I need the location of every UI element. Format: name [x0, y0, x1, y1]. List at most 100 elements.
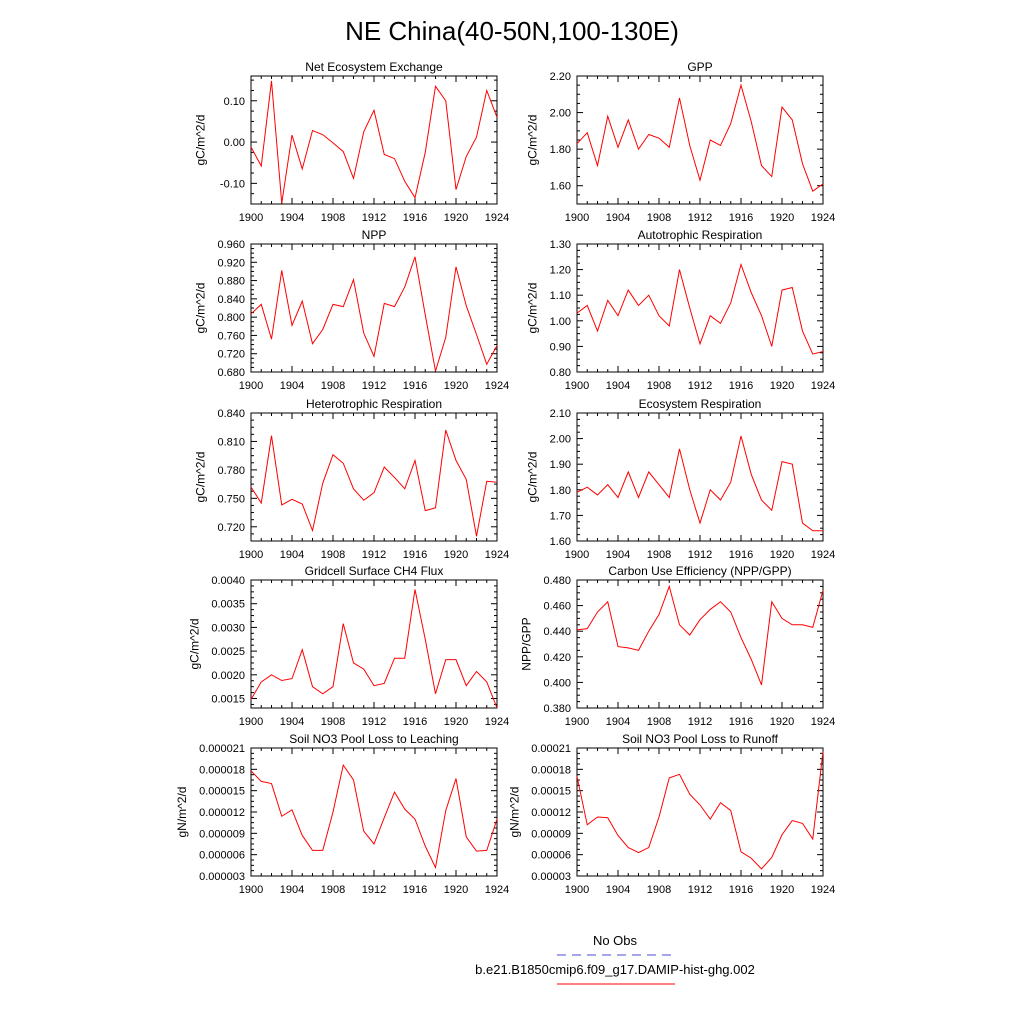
x-tick-label: 1904 [606, 716, 630, 728]
x-tick-label: 1900 [565, 716, 589, 728]
x-tick-label: 1924 [811, 549, 835, 561]
y-tick-label: 0.000021 [199, 743, 245, 755]
panel-title: Soil NO3 Pool Loss to Runoff [622, 732, 779, 746]
chart-panel: 1900 1904 1908 1912 1916 1920 1924 0.0015 0.0020… [187, 564, 509, 728]
panel-title: Heterotrophic Respiration [306, 397, 442, 411]
y-tick-label: 0.920 [217, 257, 245, 269]
y-axis-label: gC/m^2/d [194, 115, 208, 166]
y-tick-label: 0.10 [224, 96, 245, 108]
y-tick-label: 1.00 [550, 316, 571, 328]
y-tick-label: 1.60 [550, 536, 571, 548]
x-tick-label: 1900 [239, 212, 263, 224]
y-tick-label: 0.840 [217, 408, 245, 420]
y-tick-label: 0.90 [550, 341, 571, 353]
x-tick-label: 1916 [403, 380, 427, 392]
y-tick-label: 0.00012 [531, 807, 571, 819]
x-tick-label: 1920 [444, 549, 468, 561]
y-axis-label: gC/m^2/d [194, 283, 208, 334]
y-tick-label: 0.00009 [531, 828, 571, 840]
legend-label-no-obs: No Obs [593, 933, 638, 948]
series-line [576, 83, 824, 192]
y-tick-label: 0.840 [217, 294, 245, 306]
y-tick-label: 0.00003 [531, 871, 571, 883]
y-tick-label: 0.380 [543, 703, 571, 715]
panel-title: GPP [687, 60, 712, 74]
chart-panel: 1900 1904 1908 1912 1916 1920 1924 0.000003 0.00… [175, 732, 509, 896]
x-tick-label: 1924 [485, 549, 509, 561]
y-tick-label: 0.810 [217, 436, 245, 448]
y-axis-label: gN/m^2/d [175, 787, 189, 838]
y-tick-label: 1.30 [550, 239, 571, 251]
x-tick-label: 1900 [239, 884, 263, 896]
figure-title: NE China(40-50N,100-130E) [345, 16, 679, 46]
series-line [576, 751, 824, 870]
x-tick-label: 1900 [565, 549, 589, 561]
plot-frame [576, 75, 824, 205]
x-tick-label: 1920 [770, 549, 794, 561]
x-tick-label: 1924 [811, 716, 835, 728]
x-tick-label: 1916 [729, 549, 753, 561]
x-tick-label: 1904 [606, 549, 630, 561]
x-tick-label: 1920 [444, 380, 468, 392]
y-axis-label: gC/m^2/d [526, 283, 540, 334]
plot-frame [576, 243, 824, 373]
y-tick-label: 0.400 [543, 677, 571, 689]
x-tick-label: 1900 [565, 212, 589, 224]
x-tick-label: 1912 [688, 380, 712, 392]
x-tick-label: 1924 [485, 716, 509, 728]
x-tick-label: 1924 [811, 212, 835, 224]
chart-panel: 1900 1904 1908 1912 1916 1920 1924 0.680 0.720 0.… [194, 228, 510, 392]
x-tick-label: 1916 [729, 380, 753, 392]
x-tick-label: 1912 [362, 212, 386, 224]
chart-panel: 1900 1904 1908 1912 1916 1920 1924 0.380 0.400 0.… [520, 564, 836, 728]
x-tick-label: 1904 [280, 212, 304, 224]
series-line [250, 256, 498, 372]
x-tick-label: 1916 [403, 716, 427, 728]
y-tick-label: 0.0035 [211, 599, 245, 611]
plot-frame [250, 412, 498, 542]
x-tick-label: 1916 [403, 549, 427, 561]
y-tick-label: 0.000009 [199, 828, 245, 840]
plot-frame [250, 243, 498, 373]
x-tick-label: 1908 [321, 380, 345, 392]
y-axis-label: gN/m^2/d [507, 787, 521, 838]
x-tick-label: 1908 [647, 380, 671, 392]
panel-title: NPP [362, 228, 387, 242]
x-tick-label: 1908 [647, 716, 671, 728]
x-tick-label: 1912 [362, 549, 386, 561]
y-tick-label: 0.00018 [531, 764, 571, 776]
panel-title: Soil NO3 Pool Loss to Leaching [289, 732, 458, 746]
x-tick-label: 1904 [606, 884, 630, 896]
y-tick-label: 0.760 [217, 330, 245, 342]
chart-panel: 1900 1904 1908 1912 1916 1920 1924 1.60 1.70 1.80… [526, 397, 836, 561]
y-tick-label: 1.20 [550, 265, 571, 277]
y-tick-label: 0.720 [217, 349, 245, 361]
y-tick-label: 1.80 [550, 485, 571, 497]
y-tick-label: 2.00 [550, 108, 571, 120]
x-tick-label: 1904 [280, 716, 304, 728]
chart-panel: 1900 1904 1908 1912 1916 1920 1924 0.80 0.90 1.00… [526, 228, 836, 392]
chart-panel: 1900 1904 1908 1912 1916 1920 1924 0.720 0.750 0.… [194, 397, 510, 561]
x-tick-label: 1920 [770, 212, 794, 224]
panel-title: Carbon Use Efficiency (NPP/GPP) [608, 564, 791, 578]
y-tick-label: 0.960 [217, 239, 245, 251]
x-tick-label: 1916 [729, 716, 753, 728]
y-tick-label: 1.80 [550, 144, 571, 156]
panels-group: 1900 1904 1908 1912 1916 1920 1924 -0.10 0.00 0.1… [175, 60, 835, 896]
x-tick-label: 1920 [770, 884, 794, 896]
x-tick-label: 1900 [565, 380, 589, 392]
panel-title: Net Ecosystem Exchange [305, 60, 443, 74]
x-tick-label: 1916 [729, 884, 753, 896]
y-tick-label: 0.00021 [531, 743, 571, 755]
plot-frame [250, 75, 498, 205]
y-tick-label: 0.000012 [199, 807, 245, 819]
y-tick-label: 1.70 [550, 510, 571, 522]
y-tick-label: 0.000003 [199, 871, 245, 883]
series-line [576, 584, 824, 686]
y-tick-label: 0.0015 [211, 694, 245, 706]
x-tick-label: 1924 [811, 380, 835, 392]
x-tick-label: 1920 [444, 716, 468, 728]
x-tick-label: 1908 [647, 549, 671, 561]
y-tick-label: 0.00006 [531, 850, 571, 862]
x-tick-label: 1912 [688, 884, 712, 896]
